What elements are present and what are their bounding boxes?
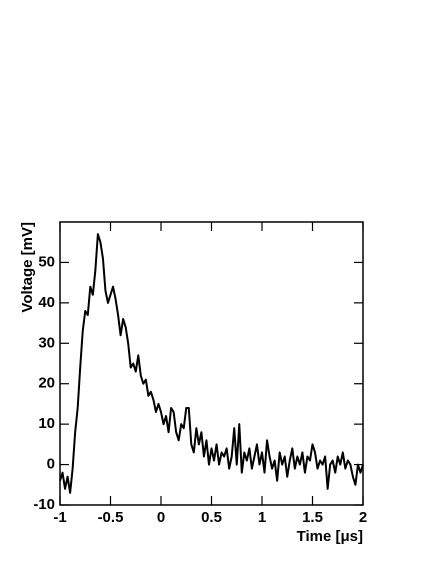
- x-tick-label: 0: [157, 509, 165, 526]
- x-tick-label: -0.5: [98, 509, 124, 526]
- x-axis-title: Time [μs]: [297, 528, 363, 545]
- x-tick-label: 1.5: [302, 509, 323, 526]
- y-tick-label: 0: [47, 456, 55, 473]
- x-tick-label: 1: [258, 509, 266, 526]
- waveform: [59, 233, 364, 494]
- x-tick-label: 2: [359, 509, 367, 526]
- x-tick-label: 0.5: [201, 509, 222, 526]
- y-tick-label: 20: [38, 375, 55, 392]
- y-tick-label: 50: [38, 253, 55, 270]
- y-tick-label: -10: [33, 496, 55, 513]
- y-tick-label: 10: [38, 415, 55, 432]
- y-tick-label: 40: [38, 294, 55, 311]
- y-axis-title: Voltage [mV]: [19, 222, 36, 313]
- x-tick-label: -1: [53, 509, 66, 526]
- y-tick-label: 30: [38, 334, 55, 351]
